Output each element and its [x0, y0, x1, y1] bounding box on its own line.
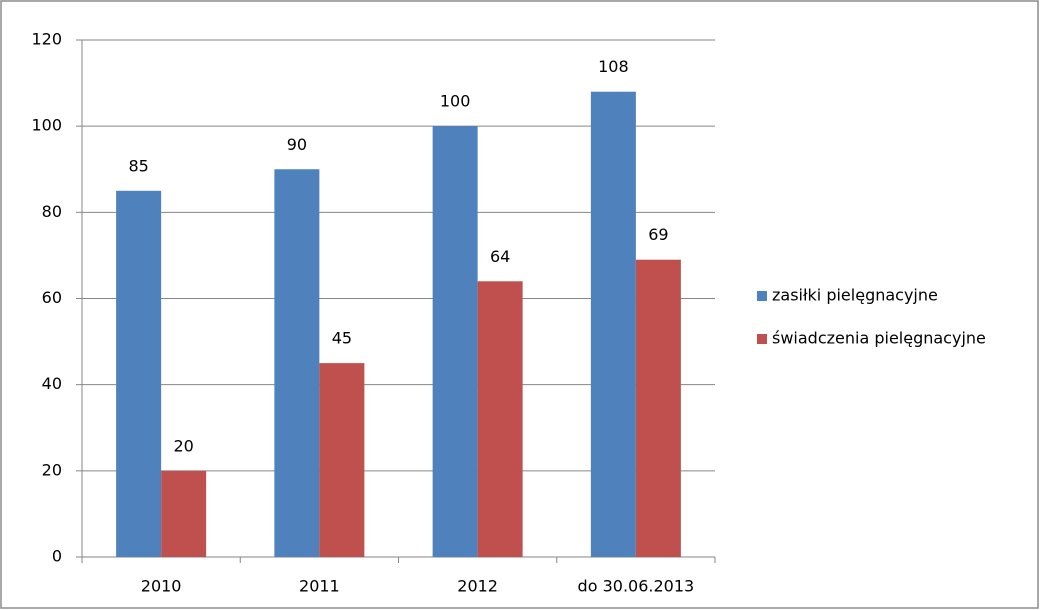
data-label: 69	[648, 225, 668, 244]
y-tick-label: 80	[42, 202, 62, 221]
bar	[477, 281, 523, 557]
bar	[161, 470, 207, 557]
bar	[432, 126, 478, 558]
x-tick-label: 2012	[457, 577, 498, 596]
y-tick-label: 0	[52, 547, 62, 566]
data-label: 45	[332, 329, 352, 348]
data-label: 100	[440, 92, 471, 111]
y-tick-label: 40	[42, 374, 62, 393]
data-label: 90	[287, 135, 307, 154]
legend-swatch	[757, 334, 767, 344]
data-label: 64	[490, 247, 510, 266]
y-tick-label: 60	[42, 288, 62, 307]
bar	[116, 190, 162, 557]
legend-label: zasiłki pielęgnacyjne	[772, 286, 938, 305]
x-tick-label: 2011	[299, 577, 340, 596]
bar	[319, 363, 365, 557]
bar	[590, 91, 636, 557]
bar	[274, 169, 320, 557]
data-label: 20	[173, 436, 193, 455]
y-tick-label: 20	[42, 460, 62, 479]
legend-swatch	[757, 291, 767, 301]
data-label: 85	[128, 156, 148, 175]
y-tick-label: 100	[31, 116, 62, 135]
y-tick-label: 120	[31, 30, 62, 49]
x-tick-label: 2010	[141, 577, 182, 596]
data-label: 108	[598, 57, 629, 76]
legend-label: świadczenia pielęgnacyjne	[772, 329, 986, 348]
bar	[635, 259, 681, 557]
x-tick-label: do 30.06.2013	[578, 577, 695, 596]
